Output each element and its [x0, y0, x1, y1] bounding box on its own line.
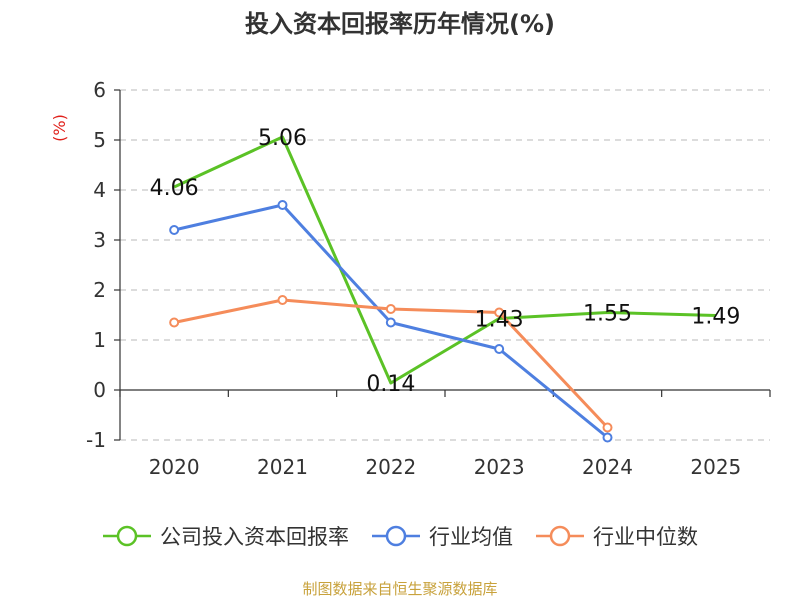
- y-tick-label: -1: [86, 428, 106, 452]
- chart-title: 投入资本回报率历年情况(%): [245, 10, 555, 38]
- legend-swatch: [536, 525, 584, 547]
- legend-swatch: [372, 525, 420, 547]
- y-tick-label: 2: [93, 278, 106, 302]
- x-tick-label: 2020: [149, 455, 200, 479]
- y-axis-label: (%): [50, 114, 69, 142]
- y-tick-label: 1: [93, 328, 106, 352]
- x-tick-label: 2022: [365, 455, 416, 479]
- data-point: [277, 200, 288, 210]
- data-point: [385, 317, 396, 328]
- legend-item[interactable]: 行业中位数: [535, 521, 698, 551]
- source-footer: 制图数据来自恒生聚源数据库: [302, 580, 498, 598]
- x-tick-label: 2024: [582, 455, 633, 479]
- legend-item[interactable]: 行业均值: [371, 521, 513, 551]
- legend-label: 行业中位数: [593, 525, 698, 549]
- y-tick-label: 6: [93, 78, 106, 102]
- x-tick-label: 2023: [474, 455, 525, 479]
- legend-label: 公司投入资本回报率: [160, 525, 349, 549]
- data-point: [602, 432, 613, 443]
- y-tick-label: 5: [93, 128, 106, 152]
- data-point: [169, 317, 180, 328]
- data-label: 1.55: [583, 302, 632, 327]
- legend-label: 行业均值: [429, 525, 513, 549]
- data-point: [169, 225, 180, 235]
- data-point: [494, 307, 505, 318]
- data-label: 5.06: [258, 126, 307, 151]
- data-point: [602, 422, 613, 433]
- y-tick-label: 0: [93, 378, 106, 402]
- data-point: [385, 304, 396, 314]
- data-label: 1.49: [691, 305, 740, 330]
- data-label: 0.14: [366, 372, 415, 397]
- y-tick-label: 3: [93, 228, 106, 252]
- x-tick-label: 2025: [690, 455, 741, 479]
- legend-item[interactable]: 公司投入资本回报率: [102, 521, 349, 551]
- data-point: [277, 295, 288, 305]
- y-tick-label: 4: [93, 178, 106, 202]
- legend: 公司投入资本回报率 行业均值 行业中位数: [0, 518, 800, 554]
- series-line: [173, 135, 716, 385]
- legend-swatch: [103, 525, 151, 547]
- data-point: [494, 344, 505, 354]
- data-label: 1.43: [475, 308, 524, 333]
- data-label: 4.06: [150, 176, 199, 201]
- x-tick-label: 2021: [257, 455, 308, 479]
